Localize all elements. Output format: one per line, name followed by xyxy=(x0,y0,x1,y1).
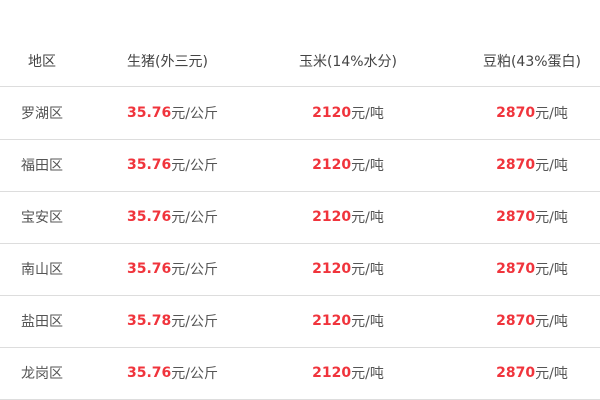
pig-price-cell: 35.76 元/公斤 xyxy=(127,139,218,191)
corn-price-cell: 2120 元/吨 xyxy=(280,191,416,243)
corn-price-cell: 2120 元/吨 xyxy=(280,295,416,347)
table-header: 地区 生猪(外三元) 玉米(14%水分) 豆粕(43%蛋白) xyxy=(0,35,600,87)
corn-unit: 元/吨 xyxy=(351,314,384,330)
pig-price-cell: 35.78 元/公斤 xyxy=(127,295,218,347)
district-name: 龙岗区 xyxy=(21,366,63,382)
soymeal-price: 2870 xyxy=(496,105,536,121)
corn-unit: 元/吨 xyxy=(351,366,384,382)
district-name: 南山区 xyxy=(21,262,63,278)
corn-price-cell: 2120 元/吨 xyxy=(280,87,416,139)
pig-price-cell: 35.76 元/公斤 xyxy=(127,243,218,295)
district-name: 宝安区 xyxy=(21,210,63,226)
pig-price: 35.76 xyxy=(127,105,172,121)
pig-price: 35.76 xyxy=(127,261,172,277)
pig-unit: 元/公斤 xyxy=(171,262,219,278)
pig-unit: 元/公斤 xyxy=(171,210,219,226)
pig-price: 35.76 xyxy=(127,209,172,225)
district-cell: 盐田区 xyxy=(0,295,84,347)
soymeal-price: 2870 xyxy=(496,261,536,277)
corn-unit: 元/吨 xyxy=(351,106,384,122)
soymeal-unit: 元/吨 xyxy=(535,262,568,278)
corn-price: 2120 xyxy=(312,313,352,329)
corn-price-cell: 2120 元/吨 xyxy=(280,347,416,399)
pig-price: 35.76 xyxy=(127,157,172,173)
district-cell: 宝安区 xyxy=(0,191,84,243)
soymeal-price: 2870 xyxy=(496,313,536,329)
pig-price: 35.76 xyxy=(127,365,172,381)
corn-price-cell: 2120 元/吨 xyxy=(280,139,416,191)
table-row: 罗湖区 35.76 元/公斤 2120 元/吨 2870 元/吨 xyxy=(0,87,600,140)
soymeal-price-cell: 2870 元/吨 xyxy=(480,347,584,399)
table-row: 盐田区 35.78 元/公斤 2120 元/吨 2870 元/吨 xyxy=(0,295,600,348)
soymeal-price-cell: 2870 元/吨 xyxy=(480,87,584,139)
district-cell: 南山区 xyxy=(0,243,84,295)
soymeal-price: 2870 xyxy=(496,157,536,173)
soymeal-unit: 元/吨 xyxy=(535,106,568,122)
soymeal-price-cell: 2870 元/吨 xyxy=(480,295,584,347)
pig-price-cell: 35.76 元/公斤 xyxy=(127,87,218,139)
table-row: 宝安区 35.76 元/公斤 2120 元/吨 2870 元/吨 xyxy=(0,191,600,244)
pig-price: 35.78 xyxy=(127,313,172,329)
district-name: 罗湖区 xyxy=(21,106,63,122)
corn-price: 2120 xyxy=(312,209,352,225)
district-cell: 罗湖区 xyxy=(0,87,84,139)
corn-price: 2120 xyxy=(312,105,352,121)
soymeal-price-cell: 2870 元/吨 xyxy=(480,191,584,243)
corn-unit: 元/吨 xyxy=(351,210,384,226)
corn-unit: 元/吨 xyxy=(351,262,384,278)
corn-price-cell: 2120 元/吨 xyxy=(280,243,416,295)
pig-price-cell: 35.76 元/公斤 xyxy=(127,347,218,399)
header-pig: 生猪(外三元) xyxy=(127,53,208,70)
district-cell: 龙岗区 xyxy=(0,347,84,399)
header-corn: 玉米(14%水分) xyxy=(298,53,398,70)
corn-price: 2120 xyxy=(312,365,352,381)
pig-unit: 元/公斤 xyxy=(171,158,219,174)
soymeal-unit: 元/吨 xyxy=(535,314,568,330)
district-name: 盐田区 xyxy=(21,314,63,330)
header-district: 地区 xyxy=(28,53,56,70)
corn-unit: 元/吨 xyxy=(351,158,384,174)
soymeal-unit: 元/吨 xyxy=(535,210,568,226)
soymeal-price: 2870 xyxy=(496,365,536,381)
district-name: 福田区 xyxy=(21,158,63,174)
soymeal-unit: 元/吨 xyxy=(535,158,568,174)
corn-price: 2120 xyxy=(312,157,352,173)
corn-price: 2120 xyxy=(312,261,352,277)
pig-unit: 元/公斤 xyxy=(171,366,219,382)
soymeal-unit: 元/吨 xyxy=(535,366,568,382)
table-row: 龙岗区 35.76 元/公斤 2120 元/吨 2870 元/吨 xyxy=(0,347,600,400)
district-cell: 福田区 xyxy=(0,139,84,191)
header-soymeal: 豆粕(43%蛋白) xyxy=(482,53,582,70)
pig-price-cell: 35.76 元/公斤 xyxy=(127,191,218,243)
soymeal-price-cell: 2870 元/吨 xyxy=(480,139,584,191)
soymeal-price: 2870 xyxy=(496,209,536,225)
soymeal-price-cell: 2870 元/吨 xyxy=(480,243,584,295)
pig-unit: 元/公斤 xyxy=(171,314,219,330)
pig-unit: 元/公斤 xyxy=(171,106,219,122)
table-row: 福田区 35.76 元/公斤 2120 元/吨 2870 元/吨 xyxy=(0,139,600,192)
table-row: 南山区 35.76 元/公斤 2120 元/吨 2870 元/吨 xyxy=(0,243,600,296)
